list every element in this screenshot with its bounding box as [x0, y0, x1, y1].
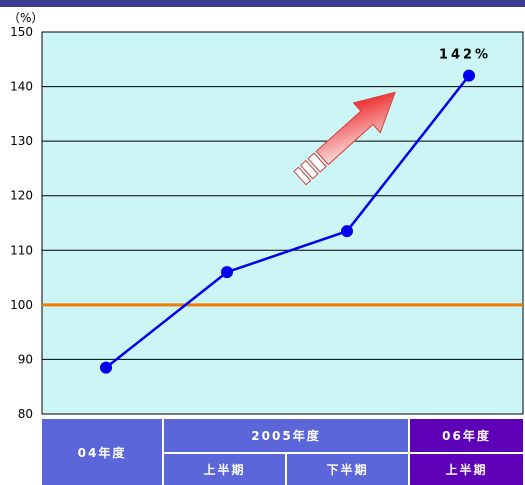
y-tick-label-130: 130 [10, 134, 33, 148]
category-2005-fiscal-year: 2005年度 [164, 419, 408, 452]
series-line [105, 74, 470, 369]
y-tick-label-80: 80 [18, 407, 33, 421]
category-2005-second-half: 下半期 [287, 454, 408, 485]
category-2005-first-half: 上半期 [164, 454, 285, 485]
y-axis-unit-label: （%） [8, 11, 44, 25]
data-point-2 [221, 266, 233, 279]
y-tick-label-140: 140 [10, 80, 33, 94]
y-tick-label-110: 110 [10, 243, 33, 257]
y-tick-label-100: 100 [10, 298, 33, 312]
data-point-3 [341, 225, 353, 238]
category-06-fiscal-year: 06年度 [410, 419, 523, 452]
y-tick-label-150: 150 [10, 25, 33, 39]
data-point-1 [100, 361, 112, 374]
top-banner-bar [0, 0, 525, 7]
data-point-4 [463, 69, 475, 82]
plot-area [41, 31, 524, 415]
data-label-1: 142% [439, 48, 491, 63]
trend-arrow [293, 91, 396, 186]
category-04-fiscal-year: 04年度 [42, 419, 162, 485]
y-tick-label-120: 120 [10, 189, 33, 203]
category-06-first-half: 上半期 [410, 454, 523, 485]
y-tick-label-90: 90 [18, 352, 33, 366]
